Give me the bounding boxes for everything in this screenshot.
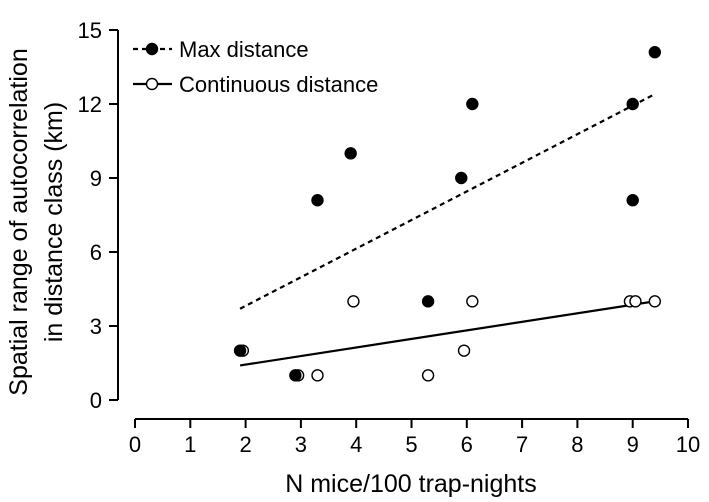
x-axis-title: N mice/100 trap-nights: [285, 470, 537, 498]
max-distance-point: [626, 193, 639, 207]
x-tick-label: 4: [350, 432, 362, 457]
max-distance-point: [344, 147, 357, 160]
continuous-distance-point: [466, 295, 479, 308]
max-distance-point: [421, 295, 435, 308]
max-distance-point: [311, 193, 324, 207]
max-distance-point: [289, 369, 302, 382]
y-tick-label: 0: [90, 388, 102, 413]
legend-max-distance-label: Max distance: [179, 37, 309, 62]
data-points: [233, 46, 662, 382]
continuous-distance-point: [311, 369, 324, 382]
fit-lines: [239, 93, 656, 367]
x-tick-label: 0: [129, 432, 141, 457]
y-tick-label: 3: [90, 314, 102, 339]
continuous-distance-point: [421, 369, 435, 382]
continuous-distance-point: [457, 344, 471, 357]
y-tick-label: 12: [78, 92, 102, 117]
legend: Max distance Continuous distance: [133, 37, 378, 97]
x-tick-label: 10: [676, 432, 700, 457]
max-distance-fit-line: [239, 93, 656, 310]
x-tick-label: 8: [571, 432, 583, 457]
x-tick-label: 9: [627, 432, 639, 457]
continuous-distance-point: [629, 295, 642, 308]
legend-max-distance-marker: [145, 42, 159, 56]
continuous-distance-point: [347, 295, 360, 308]
y-tick-label: 6: [90, 240, 102, 265]
max-distance-point: [466, 97, 479, 111]
legend-continuous-distance-marker: [145, 77, 159, 91]
max-distance-point: [455, 171, 468, 185]
x-tick-label: 3: [295, 432, 307, 457]
max-distance-point: [648, 46, 662, 59]
x-tick-label: 1: [184, 432, 196, 457]
max-distance-point: [626, 97, 639, 111]
continuous-distance-fit-line: [239, 300, 655, 367]
y-tick-label: 9: [90, 166, 102, 191]
continuous-distance-point: [648, 295, 662, 308]
y-axis-title-line2: in distance class (km): [40, 102, 68, 342]
x-tick-label: 2: [239, 432, 251, 457]
y-tick-label: 15: [78, 18, 102, 43]
x-tick-label: 7: [516, 432, 528, 457]
x-tick-label: 5: [405, 432, 417, 457]
x-tick-label: 6: [461, 432, 473, 457]
legend-continuous-distance-label: Continuous distance: [179, 72, 378, 97]
max-distance-point: [233, 344, 247, 357]
y-axis-title-line1: Spatial range of autocorrelation: [5, 48, 33, 395]
